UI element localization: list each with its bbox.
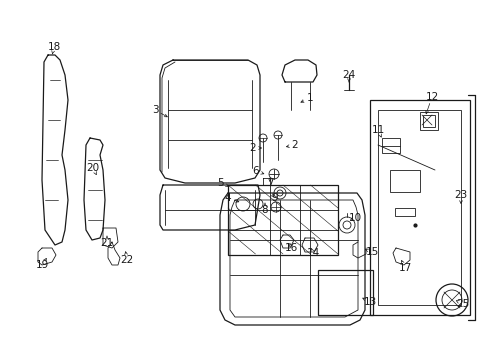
Text: 18: 18 [47, 42, 61, 52]
Text: 5: 5 [217, 178, 224, 188]
Bar [377, 110, 460, 305]
Text: 9: 9 [271, 193, 278, 203]
Bar [227, 185, 337, 255]
Text: 12: 12 [425, 92, 438, 102]
Text: 6: 6 [252, 166, 259, 176]
Text: 23: 23 [453, 190, 467, 200]
Text: 4: 4 [224, 193, 231, 203]
Bar [419, 112, 437, 130]
Text: 11: 11 [370, 125, 384, 135]
Bar [317, 270, 372, 315]
Text: 1: 1 [306, 93, 313, 103]
Bar [381, 138, 399, 153]
Text: 2: 2 [249, 143, 256, 153]
Bar [389, 170, 419, 192]
Text: 16: 16 [284, 243, 297, 253]
Text: 7: 7 [266, 178, 273, 188]
Text: 14: 14 [306, 248, 319, 258]
Text: 10: 10 [348, 213, 361, 223]
Text: 13: 13 [363, 297, 376, 307]
Text: 8: 8 [261, 205, 268, 215]
Text: 17: 17 [398, 263, 411, 273]
Text: 20: 20 [86, 163, 100, 173]
Text: 3: 3 [151, 105, 158, 115]
Text: 15: 15 [365, 247, 378, 257]
Text: 21: 21 [100, 238, 113, 248]
Bar [422, 115, 434, 127]
Text: 24: 24 [342, 70, 355, 80]
Text: 2: 2 [291, 140, 298, 150]
Text: 25: 25 [455, 299, 468, 309]
Bar [394, 208, 414, 216]
Text: 22: 22 [120, 255, 133, 265]
Bar [369, 100, 469, 315]
Text: 19: 19 [35, 260, 48, 270]
